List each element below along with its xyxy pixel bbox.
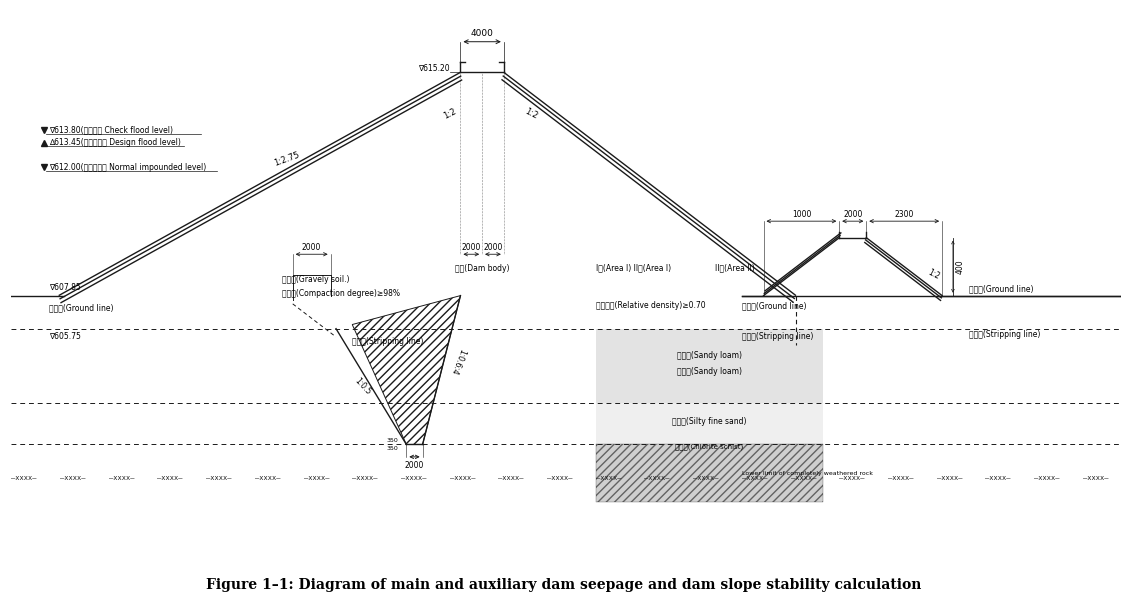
Text: 1:0.6:4: 1:0.6:4 <box>448 347 466 376</box>
Text: 1:2.75: 1:2.75 <box>273 150 301 168</box>
Text: —xxxx—: —xxxx— <box>11 474 37 480</box>
Text: 1000: 1000 <box>791 209 812 219</box>
Text: —xxxx—: —xxxx— <box>255 474 281 480</box>
Text: —xxxx—: —xxxx— <box>936 474 962 480</box>
Text: —xxxx—: —xxxx— <box>644 474 670 480</box>
Text: ∆613.45(设计洪水位 Design flood level): ∆613.45(设计洪水位 Design flood level) <box>49 138 181 147</box>
Text: —xxxx—: —xxxx— <box>352 474 378 480</box>
Text: —xxxx—: —xxxx— <box>1083 474 1108 480</box>
Text: 350: 350 <box>386 446 398 451</box>
Text: —xxxx—: —xxxx— <box>157 474 183 480</box>
Text: 1:2: 1:2 <box>523 107 539 121</box>
Text: —xxxx—: —xxxx— <box>303 474 329 480</box>
Text: —xxxx—: —xxxx— <box>887 474 914 480</box>
Text: 剥离线(Stripping line): 剥离线(Stripping line) <box>352 336 423 346</box>
Text: Lower limit of completely weathered rock: Lower limit of completely weathered rock <box>741 471 873 476</box>
Text: —xxxx—: —xxxx— <box>547 474 573 480</box>
Text: —xxxx—: —xxxx— <box>60 474 86 480</box>
Text: 400: 400 <box>955 259 964 274</box>
Text: —xxxx—: —xxxx— <box>741 474 767 480</box>
Text: ∇615.20: ∇615.20 <box>418 63 449 73</box>
Text: 地面线(Ground line): 地面线(Ground line) <box>741 301 806 310</box>
Text: 1:2: 1:2 <box>441 107 457 121</box>
Text: —xxxx—: —xxxx— <box>693 474 719 480</box>
Text: I区(Area I) II区(Area I): I区(Area I) II区(Area I) <box>595 264 671 273</box>
Text: 2300: 2300 <box>894 209 914 219</box>
Text: —xxxx—: —xxxx— <box>839 474 865 480</box>
Text: —xxxx—: —xxxx— <box>595 474 621 480</box>
Text: 地面线(Ground line): 地面线(Ground line) <box>49 304 113 312</box>
Text: 砂壤土(Sandy loam): 砂壤土(Sandy loam) <box>677 367 741 376</box>
Text: 350: 350 <box>386 438 398 443</box>
Text: 剥离线(Stripping line): 剥离线(Stripping line) <box>741 331 813 341</box>
Text: —xxxx—: —xxxx— <box>401 474 427 480</box>
Text: 相对密度(Relative density)≥0.70: 相对密度(Relative density)≥0.70 <box>595 301 705 310</box>
Text: 2000: 2000 <box>302 243 321 252</box>
Polygon shape <box>595 403 823 445</box>
Text: 2000: 2000 <box>405 461 424 470</box>
Text: 坝体(Dam body): 坝体(Dam body) <box>455 264 509 273</box>
Text: 1:0.5: 1:0.5 <box>353 376 372 397</box>
Text: 2000: 2000 <box>483 243 503 252</box>
Text: 剥离线(Stripping line): 剥离线(Stripping line) <box>969 330 1040 339</box>
Text: 2000: 2000 <box>843 209 863 219</box>
Text: —xxxx—: —xxxx— <box>1035 474 1060 480</box>
Text: —xxxx—: —xxxx— <box>206 474 232 480</box>
Text: —xxxx—: —xxxx— <box>985 474 1011 480</box>
Text: II区(Area II): II区(Area II) <box>714 264 755 273</box>
Text: 粉细砂(Silty fine sand): 粉细砂(Silty fine sand) <box>672 417 747 426</box>
Text: 1:2: 1:2 <box>926 267 941 281</box>
Text: ∇613.80(校洪水位 Check flood level): ∇613.80(校洪水位 Check flood level) <box>49 126 173 135</box>
Text: ∇605.75: ∇605.75 <box>49 333 82 341</box>
Text: 地面线(Ground line): 地面线(Ground line) <box>969 285 1034 293</box>
Text: 4000: 4000 <box>471 30 494 38</box>
Text: 砂禾土(Gravely soil.): 砂禾土(Gravely soil.) <box>282 275 350 283</box>
Text: —xxxx—: —xxxx— <box>790 474 816 480</box>
Text: Figure 1–1: Diagram of main and auxiliary dam seepage and dam slope stability ca: Figure 1–1: Diagram of main and auxiliar… <box>206 578 921 592</box>
Text: —xxxx—: —xxxx— <box>449 474 475 480</box>
Polygon shape <box>595 329 823 403</box>
Polygon shape <box>595 445 823 502</box>
Text: ∇607.85: ∇607.85 <box>49 283 82 292</box>
Polygon shape <box>352 296 461 445</box>
Text: —xxxx—: —xxxx— <box>109 474 135 480</box>
Text: ∇612.00(正常蓄水位 Normal impounded level): ∇612.00(正常蓄水位 Normal impounded level) <box>49 163 206 172</box>
Text: —xxxx—: —xxxx— <box>498 474 524 480</box>
Text: 2000: 2000 <box>462 243 481 252</box>
Text: 绿泥岩(Chlorite schist): 绿泥岩(Chlorite schist) <box>676 444 744 450</box>
Text: 压实度(Compaction degree)≥98%: 压实度(Compaction degree)≥98% <box>282 290 400 298</box>
Text: 砂壤土(Sandy loam): 砂壤土(Sandy loam) <box>677 351 741 360</box>
